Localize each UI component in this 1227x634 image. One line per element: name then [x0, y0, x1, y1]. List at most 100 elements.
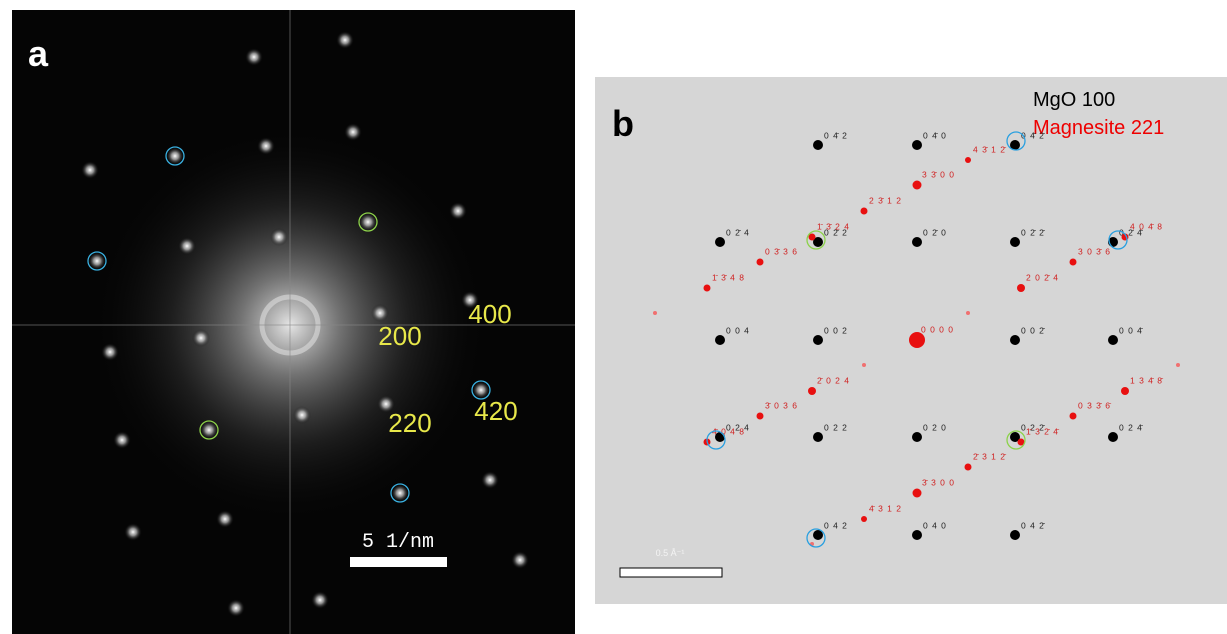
- faint-spot: [966, 311, 970, 315]
- mgo-index: 0 2 2: [824, 422, 848, 432]
- magnesite-index: 1 3 4̄ 8̄: [1130, 375, 1164, 385]
- diffraction-spot: [178, 237, 196, 255]
- magnesite-index: 0 3̄ 3 6: [765, 246, 798, 256]
- magnesite-index: 3̄ 3 0 0: [922, 477, 955, 487]
- magnesite-index: 3̄ 0 3 6: [765, 400, 798, 410]
- mgo-index: 0 0 2: [824, 325, 848, 335]
- mgo-spot: [1010, 335, 1020, 345]
- mgo-spot: [1108, 432, 1118, 442]
- magnesite-index: 4 0 4̄ 8: [1130, 221, 1163, 231]
- magnesite-spot: [1121, 387, 1129, 395]
- magnesite-spot: [913, 489, 922, 498]
- mgo-index: 0 4 2̄: [1021, 520, 1046, 530]
- diffraction-spot: [192, 329, 210, 347]
- magnesite-spot: [757, 413, 764, 420]
- magnesite-index: 0 3 3̄ 6̄: [1078, 400, 1112, 410]
- scale-bar: [350, 557, 447, 567]
- magnesite-index: 3 3̄ 0 0: [922, 169, 955, 179]
- diffraction-spot: [336, 31, 354, 49]
- mgo-spot: [912, 530, 922, 540]
- magnesite-index: 2 0 2̄ 4: [1026, 272, 1059, 282]
- magnesite-index: 1̄ 3̄ 2 4: [817, 221, 850, 231]
- mgo-index: 0 0 4: [726, 325, 750, 335]
- magnesite-spot: [861, 516, 867, 522]
- mgo-spot: [912, 140, 922, 150]
- diffraction-spot: [124, 523, 142, 541]
- magnesite-index: 4 3̄ 1 2̄: [973, 144, 1007, 154]
- index-annotation: 400: [468, 299, 511, 329]
- magnesite-index: 2̄ 0 2 4: [817, 375, 850, 385]
- mgo-spot: [813, 140, 823, 150]
- mgo-index: 0 4̄ 2: [824, 130, 848, 140]
- magnesite-spot: [965, 157, 971, 163]
- index-annotation: 220: [388, 408, 431, 438]
- scale-label: 0.5 Å⁻¹: [656, 548, 685, 558]
- mgo-index: 0 4 0: [923, 520, 947, 530]
- magnesite-spot: [1017, 284, 1025, 292]
- mgo-index: 0 2 0: [923, 422, 947, 432]
- mgo-spot: [1010, 237, 1020, 247]
- diffraction-spot: [311, 591, 329, 609]
- magnesite-index: 2 3̄ 1 2: [869, 195, 902, 205]
- diffraction-spot: [371, 304, 389, 322]
- mgo-index: 0 0 2̄: [1021, 325, 1046, 335]
- magnesite-index: 1̄ 3 2̄ 4̄: [1026, 426, 1060, 436]
- mgo-spot: [912, 432, 922, 442]
- magnesite-index: 2̄ 3 1 2̄: [973, 451, 1007, 461]
- diffraction-spot: [81, 161, 99, 179]
- faint-spot: [862, 363, 866, 367]
- magnesite-index: 0 0 0 0: [921, 324, 954, 334]
- diffraction-spot: [449, 202, 467, 220]
- mgo-index: 0 2̄ 4: [726, 227, 750, 237]
- panel-a: a 5 1/nm 200 400 220 420: [12, 10, 575, 634]
- diffraction-spot: [344, 123, 362, 141]
- panel-b: b MgO 100 Magnesite 221 0.5 Å⁻¹ 0 4̄ 2 0 …: [595, 77, 1227, 604]
- diffraction-spot: [245, 48, 263, 66]
- panel-label: b: [612, 103, 634, 144]
- mgo-spot: [1010, 530, 1020, 540]
- mgo-spot: [1108, 335, 1118, 345]
- diffraction-spot: [481, 471, 499, 489]
- magnesite-spot: [965, 464, 972, 471]
- mgo-index: 0 0 4̄: [1119, 325, 1144, 335]
- mgo-index: 0 2 4̄: [1119, 422, 1144, 432]
- mgo-spot: [715, 335, 725, 345]
- magnesite-spot: [704, 285, 711, 292]
- mgo-spot: [715, 237, 725, 247]
- diffraction-spot: [113, 431, 131, 449]
- mgo-index: 0 4 2: [824, 520, 848, 530]
- mgo-index: 0 2̄ 2̄: [1021, 227, 1046, 237]
- magnesite-spot: [1070, 259, 1077, 266]
- magnesite-index: 4̄ 3 1 2: [869, 503, 902, 513]
- scale-label: 5 1/nm: [362, 531, 434, 554]
- mgo-spot: [813, 432, 823, 442]
- faint-spot: [653, 311, 657, 315]
- mgo-spot: [813, 335, 823, 345]
- magnesite-spot: [909, 332, 925, 348]
- diffraction-spot: [216, 510, 234, 528]
- diffraction-spot: [101, 343, 119, 361]
- legend-entry: Magnesite 221: [1033, 117, 1164, 139]
- mgo-index: 0 2̄ 0: [923, 227, 947, 237]
- magnesite-spot: [1070, 413, 1077, 420]
- faint-spot: [1176, 363, 1180, 367]
- index-annotation: 420: [474, 396, 517, 426]
- diffraction-spot: [257, 137, 275, 155]
- panel-label: a: [28, 33, 49, 74]
- index-annotation: 200: [378, 321, 421, 351]
- mgo-index: 0 4̄ 0: [923, 130, 947, 140]
- magnesite-spot: [861, 208, 868, 215]
- figure: a 5 1/nm 200 400 220 420 b MgO 100 Magnesit…: [0, 0, 1227, 634]
- scale-bar: [620, 568, 722, 577]
- magnesite-spot: [757, 259, 764, 266]
- magnesite-spot: [808, 387, 816, 395]
- magnesite-index: 3 0 3̄ 6: [1078, 246, 1111, 256]
- diffraction-spot: [511, 551, 529, 569]
- diffraction-spot: [227, 599, 245, 617]
- magnesite-spot: [913, 181, 922, 190]
- magnesite-index: 1̄ 3̄ 4 8: [712, 272, 745, 282]
- mgo-spot: [912, 237, 922, 247]
- diffraction-spot: [293, 406, 311, 424]
- legend-entry: MgO 100: [1033, 89, 1115, 111]
- diffraction-spot: [270, 228, 288, 246]
